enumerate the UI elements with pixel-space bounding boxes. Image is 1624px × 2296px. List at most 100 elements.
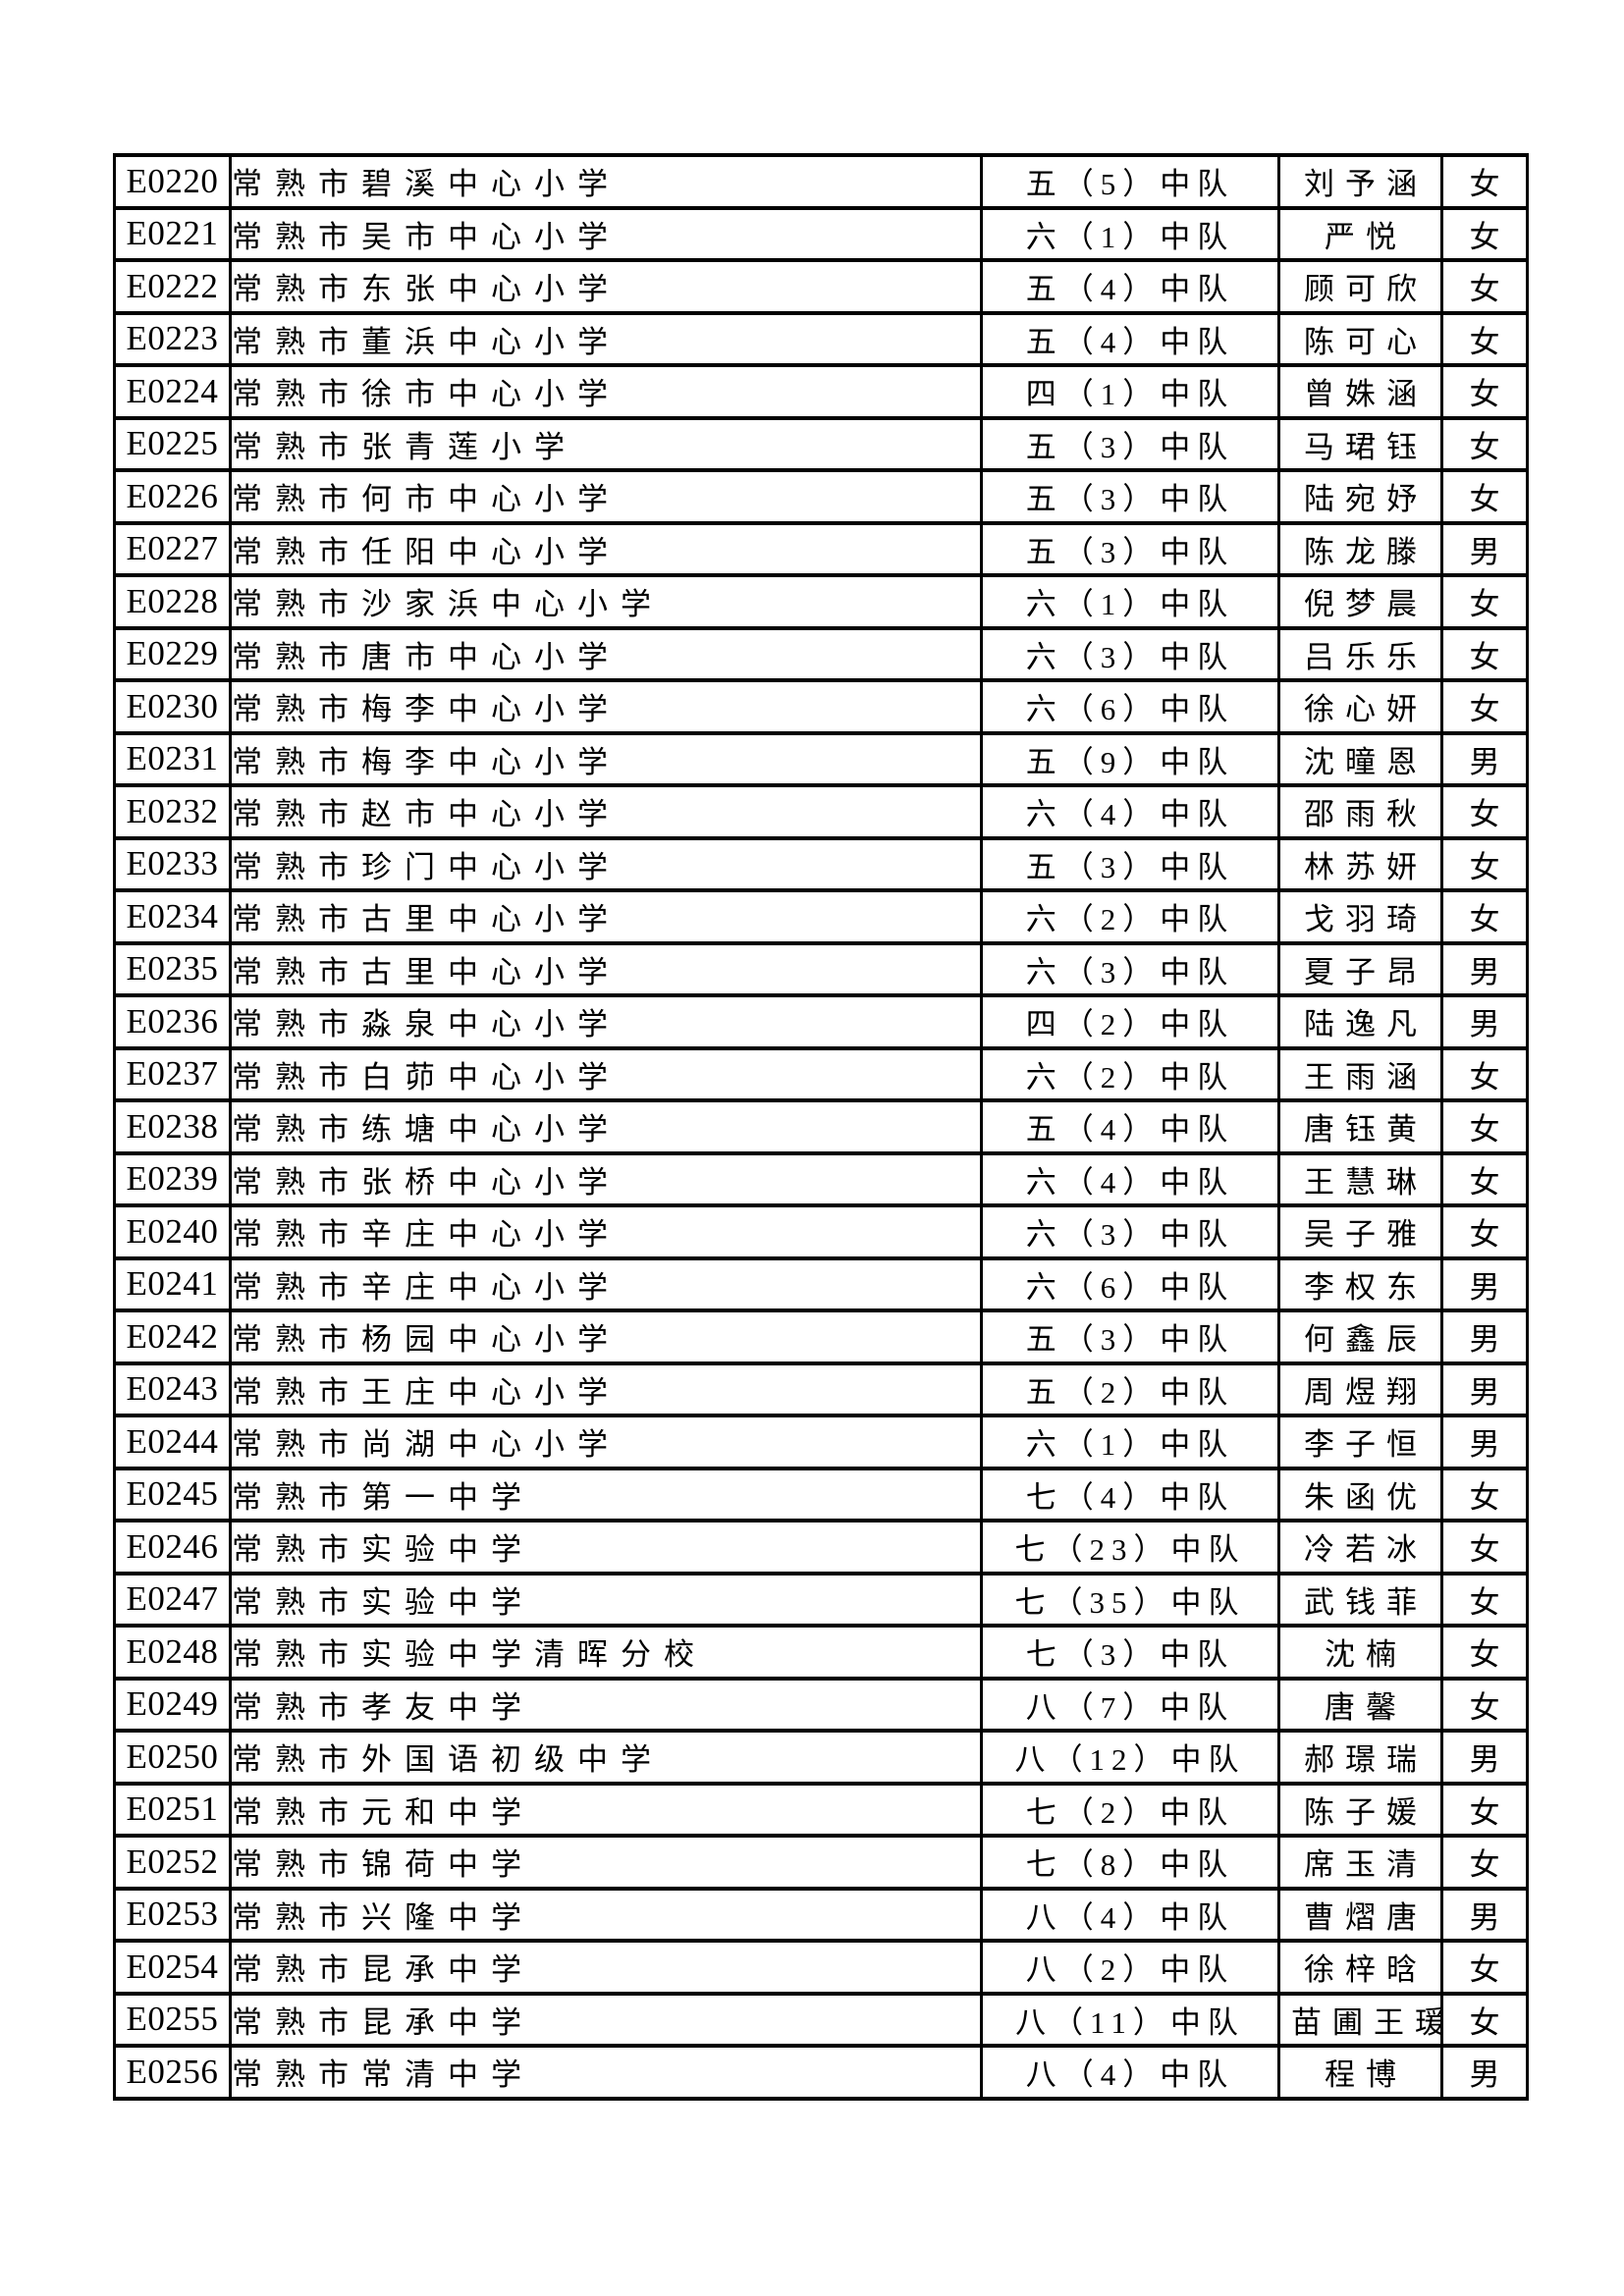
student-name-cell: 王慧琳 (1277, 1150, 1443, 1207)
school-name-cell: 常熟市碧溪中心小学 (229, 153, 983, 210)
squad-cell: 六（4）中队 (980, 1150, 1280, 1207)
school-name-cell: 常熟市辛庄中心小学 (229, 1203, 983, 1260)
student-name-cell: 周煜翔 (1277, 1361, 1443, 1417)
student-id-cell: E0230 (113, 678, 232, 735)
squad-cell: 五（4）中队 (980, 310, 1280, 367)
gender-cell: 男 (1440, 520, 1529, 577)
gender-cell: 女 (1440, 1519, 1529, 1575)
student-id-cell: E0246 (113, 1519, 232, 1575)
student-id-cell: E0236 (113, 993, 232, 1050)
table-row: E0225 常熟市张青莲小学 五（3）中队 马珺钰 女 (113, 415, 1529, 472)
school-name-cell: 常熟市白茆中心小学 (229, 1045, 983, 1102)
gender-cell: 女 (1440, 205, 1529, 262)
table-row: E0221 常熟市吴市中心小学 六（1）中队 严悦 女 (113, 205, 1529, 262)
gender-cell: 女 (1440, 1571, 1529, 1628)
table-row: E0246 常熟市实验中学 七（23）中队 冷若冰 女 (113, 1519, 1529, 1575)
student-name-cell: 邵雨秋 (1277, 783, 1443, 840)
squad-cell: 八（2）中队 (980, 1939, 1280, 1996)
squad-cell: 六（1）中队 (980, 205, 1280, 262)
squad-cell: 五（9）中队 (980, 730, 1280, 787)
table-row: E0229 常熟市唐市中心小学 六（3）中队 吕乐乐 女 (113, 625, 1529, 682)
table-row: E0238 常熟市练塘中心小学 五（4）中队 唐钰黄 女 (113, 1098, 1529, 1155)
gender-cell: 女 (1440, 1676, 1529, 1733)
student-id-cell: E0232 (113, 783, 232, 840)
student-name-cell: 徐梓晗 (1277, 1939, 1443, 1996)
student-id-cell: E0248 (113, 1624, 232, 1681)
gender-cell: 女 (1440, 363, 1529, 420)
school-name-cell: 常熟市常清中学 (229, 2044, 983, 2101)
gender-cell: 女 (1440, 415, 1529, 472)
school-name-cell: 常熟市尚湖中心小学 (229, 1414, 983, 1470)
student-id-cell: E0226 (113, 468, 232, 525)
student-name-cell: 陆宛妤 (1277, 468, 1443, 525)
school-name-cell: 常熟市何市中心小学 (229, 468, 983, 525)
table-row: E0250 常熟市外国语初级中学 八（12）中队 郝璟瑞 男 (113, 1729, 1529, 1786)
student-name-cell: 顾可欣 (1277, 258, 1443, 315)
student-roster-body: E0220 常熟市碧溪中心小学 五（5）中队 刘予涵 女 E0221 常熟市吴市… (113, 153, 1529, 2101)
student-id-cell: E0233 (113, 835, 232, 892)
gender-cell: 男 (1440, 1361, 1529, 1417)
table-row: E0231 常熟市梅李中心小学 五（9）中队 沈曈恩 男 (113, 730, 1529, 787)
school-name-cell: 常熟市孝友中学 (229, 1676, 983, 1733)
student-name-cell: 严悦 (1277, 205, 1443, 262)
student-name-cell: 苗圃王瑗 (1277, 1991, 1443, 2048)
table-row: E0252 常熟市锦荷中学 七（8）中队 席玉清 女 (113, 1834, 1529, 1891)
student-name-cell: 吴子雅 (1277, 1203, 1443, 1260)
squad-cell: 六（6）中队 (980, 1255, 1280, 1312)
school-name-cell: 常熟市外国语初级中学 (229, 1729, 983, 1786)
school-name-cell: 常熟市杨园中心小学 (229, 1308, 983, 1365)
student-name-cell: 陈龙滕 (1277, 520, 1443, 577)
school-name-cell: 常熟市实验中学 (229, 1519, 983, 1575)
table-row: E0241 常熟市辛庄中心小学 六（6）中队 李权东 男 (113, 1255, 1529, 1312)
school-name-cell: 常熟市赵市中心小学 (229, 783, 983, 840)
student-id-cell: E0228 (113, 573, 232, 630)
table-row: E0222 常熟市东张中心小学 五（4）中队 顾可欣 女 (113, 258, 1529, 315)
school-name-cell: 常熟市张青莲小学 (229, 415, 983, 472)
school-name-cell: 常熟市吴市中心小学 (229, 205, 983, 262)
school-name-cell: 常熟市元和中学 (229, 1781, 983, 1838)
student-id-cell: E0238 (113, 1098, 232, 1155)
student-roster-table: E0220 常熟市碧溪中心小学 五（5）中队 刘予涵 女 E0221 常熟市吴市… (113, 153, 1529, 2101)
gender-cell: 男 (1440, 1414, 1529, 1470)
gender-cell: 女 (1440, 1781, 1529, 1838)
squad-cell: 八（4）中队 (980, 1886, 1280, 1943)
student-name-cell: 陆逸凡 (1277, 993, 1443, 1050)
table-row: E0239 常熟市张桥中心小学 六（4）中队 王慧琳 女 (113, 1150, 1529, 1207)
school-name-cell: 常熟市兴隆中学 (229, 1886, 983, 1943)
table-row: E0223 常熟市董浜中心小学 五（4）中队 陈可心 女 (113, 310, 1529, 367)
squad-cell: 七（8）中队 (980, 1834, 1280, 1891)
gender-cell: 女 (1440, 1991, 1529, 2048)
student-id-cell: E0251 (113, 1781, 232, 1838)
school-name-cell: 常熟市沙家浜中心小学 (229, 573, 983, 630)
school-name-cell: 常熟市昆承中学 (229, 1939, 983, 1996)
squad-cell: 七（3）中队 (980, 1624, 1280, 1681)
gender-cell: 女 (1440, 835, 1529, 892)
student-name-cell: 陈可心 (1277, 310, 1443, 367)
squad-cell: 六（1）中队 (980, 573, 1280, 630)
student-name-cell: 曹熠唐 (1277, 1886, 1443, 1943)
student-id-cell: E0250 (113, 1729, 232, 1786)
squad-cell: 五（5）中队 (980, 153, 1280, 210)
gender-cell: 男 (1440, 1308, 1529, 1365)
gender-cell: 女 (1440, 573, 1529, 630)
student-id-cell: E0244 (113, 1414, 232, 1470)
student-name-cell: 武钱菲 (1277, 1571, 1443, 1628)
table-row: E0254 常熟市昆承中学 八（2）中队 徐梓晗 女 (113, 1939, 1529, 1996)
student-id-cell: E0249 (113, 1676, 232, 1733)
school-name-cell: 常熟市第一中学 (229, 1466, 983, 1522)
squad-cell: 四（1）中队 (980, 363, 1280, 420)
squad-cell: 六（2）中队 (980, 888, 1280, 945)
student-name-cell: 唐馨 (1277, 1676, 1443, 1733)
student-name-cell: 曾姝涵 (1277, 363, 1443, 420)
gender-cell: 女 (1440, 625, 1529, 682)
student-name-cell: 程博 (1277, 2044, 1443, 2101)
school-name-cell: 常熟市古里中心小学 (229, 940, 983, 997)
school-name-cell: 常熟市淼泉中心小学 (229, 993, 983, 1050)
squad-cell: 八（12）中队 (980, 1729, 1280, 1786)
gender-cell: 女 (1440, 1203, 1529, 1260)
student-name-cell: 倪梦晨 (1277, 573, 1443, 630)
school-name-cell: 常熟市东张中心小学 (229, 258, 983, 315)
squad-cell: 八（7）中队 (980, 1676, 1280, 1733)
student-name-cell: 郝璟瑞 (1277, 1729, 1443, 1786)
